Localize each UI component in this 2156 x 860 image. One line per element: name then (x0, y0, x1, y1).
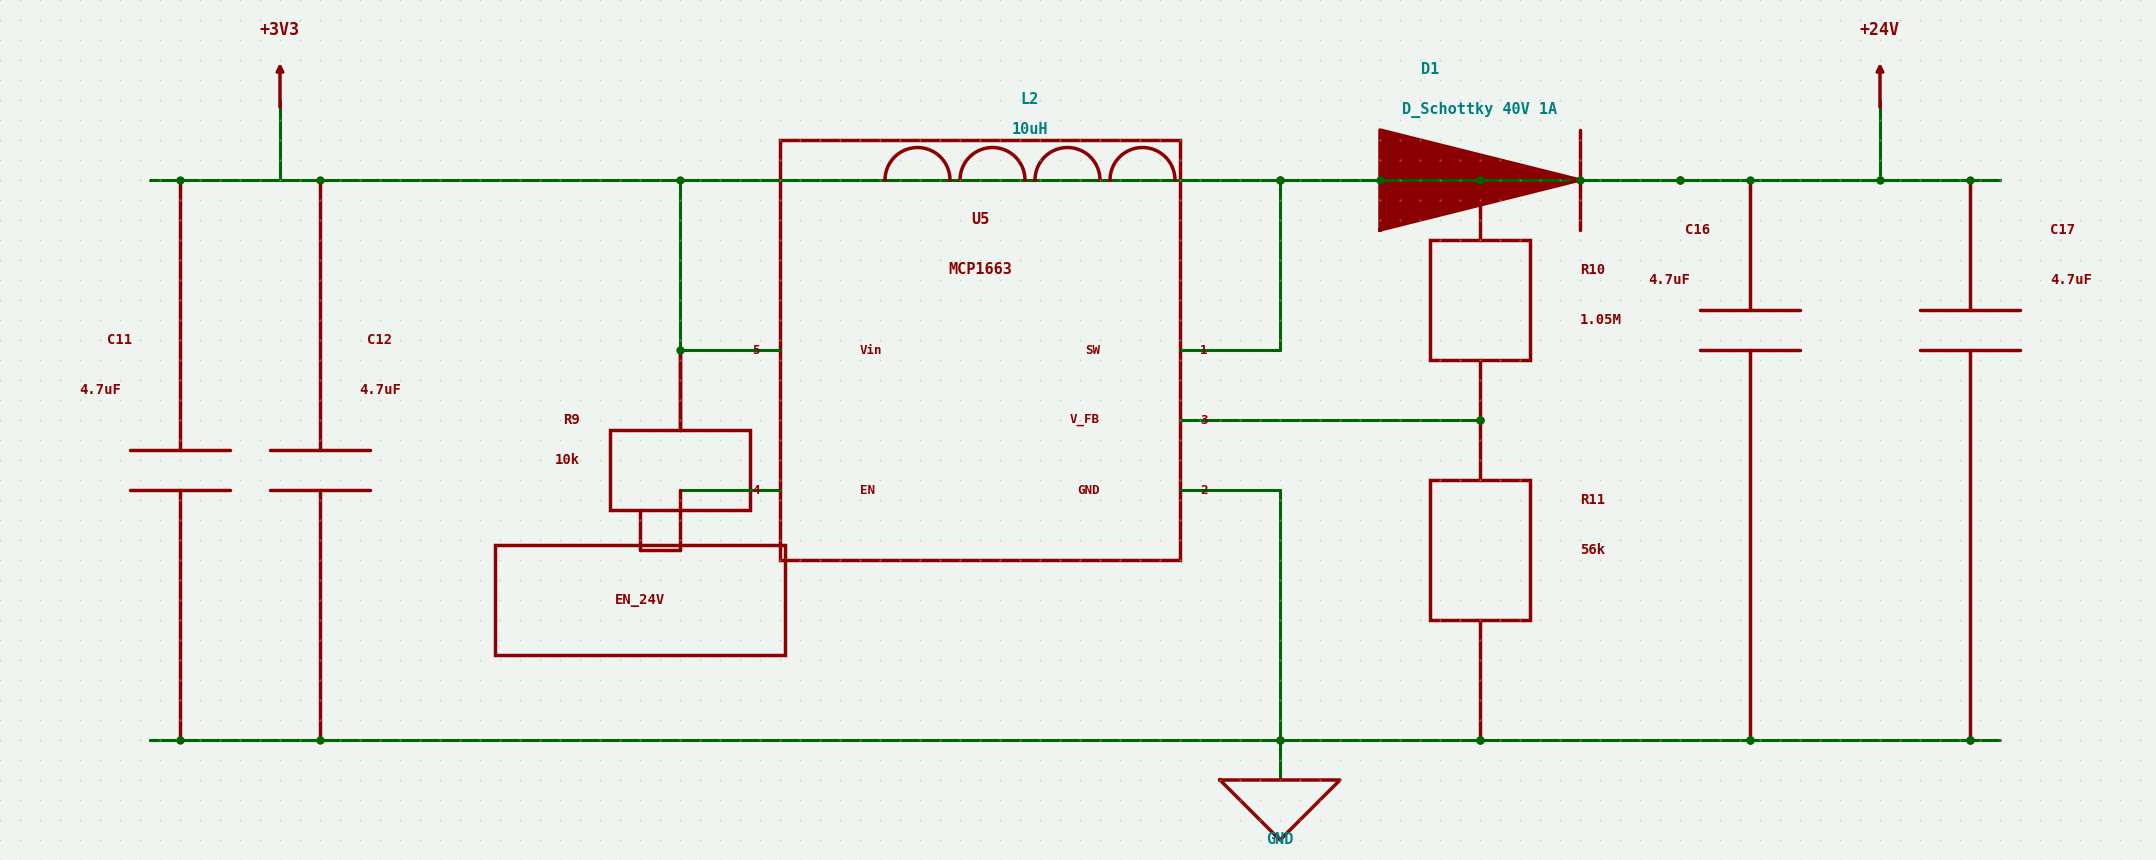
Bar (1429, 480, 1531, 620)
Text: 10k: 10k (554, 453, 580, 467)
Text: +24V: +24V (1861, 21, 1899, 39)
Text: 4.7uF: 4.7uF (2050, 273, 2091, 287)
Text: V_FB: V_FB (1069, 414, 1100, 427)
Text: 1.05M: 1.05M (1580, 313, 1621, 327)
Text: SW: SW (1084, 343, 1100, 357)
Text: R11: R11 (1580, 493, 1604, 507)
Text: GND: GND (1266, 832, 1294, 847)
Text: 10uH: 10uH (1011, 122, 1048, 138)
Text: 4.7uF: 4.7uF (80, 383, 121, 397)
Bar (610, 430, 750, 510)
Text: 1: 1 (1201, 343, 1207, 357)
Text: U5: U5 (970, 212, 990, 228)
Text: EN: EN (860, 483, 875, 496)
Text: 4.7uF: 4.7uF (360, 383, 401, 397)
Bar (780, 140, 1179, 560)
Text: D_Schottky 40V 1A: D_Schottky 40V 1A (1401, 102, 1557, 118)
Text: C11: C11 (108, 333, 132, 347)
Text: 2: 2 (1201, 483, 1207, 496)
Text: 3: 3 (1201, 414, 1207, 427)
Text: C17: C17 (2050, 223, 2074, 237)
Text: 56k: 56k (1580, 543, 1604, 557)
Text: 5: 5 (752, 343, 761, 357)
Text: MCP1663: MCP1663 (949, 262, 1011, 278)
Text: 4: 4 (752, 483, 761, 496)
Text: Vin: Vin (860, 343, 882, 357)
Polygon shape (1380, 130, 1580, 230)
Text: GND: GND (1078, 483, 1100, 496)
Text: +3V3: +3V3 (261, 21, 300, 39)
Text: L2: L2 (1022, 93, 1039, 108)
Text: C16: C16 (1684, 223, 1710, 237)
Text: D1: D1 (1421, 63, 1438, 77)
Text: C12: C12 (367, 333, 392, 347)
Text: R10: R10 (1580, 263, 1604, 277)
Text: 4.7uF: 4.7uF (1647, 273, 1690, 287)
Text: R9: R9 (563, 413, 580, 427)
Bar (1429, 240, 1531, 360)
Text: EN_24V: EN_24V (614, 593, 664, 607)
